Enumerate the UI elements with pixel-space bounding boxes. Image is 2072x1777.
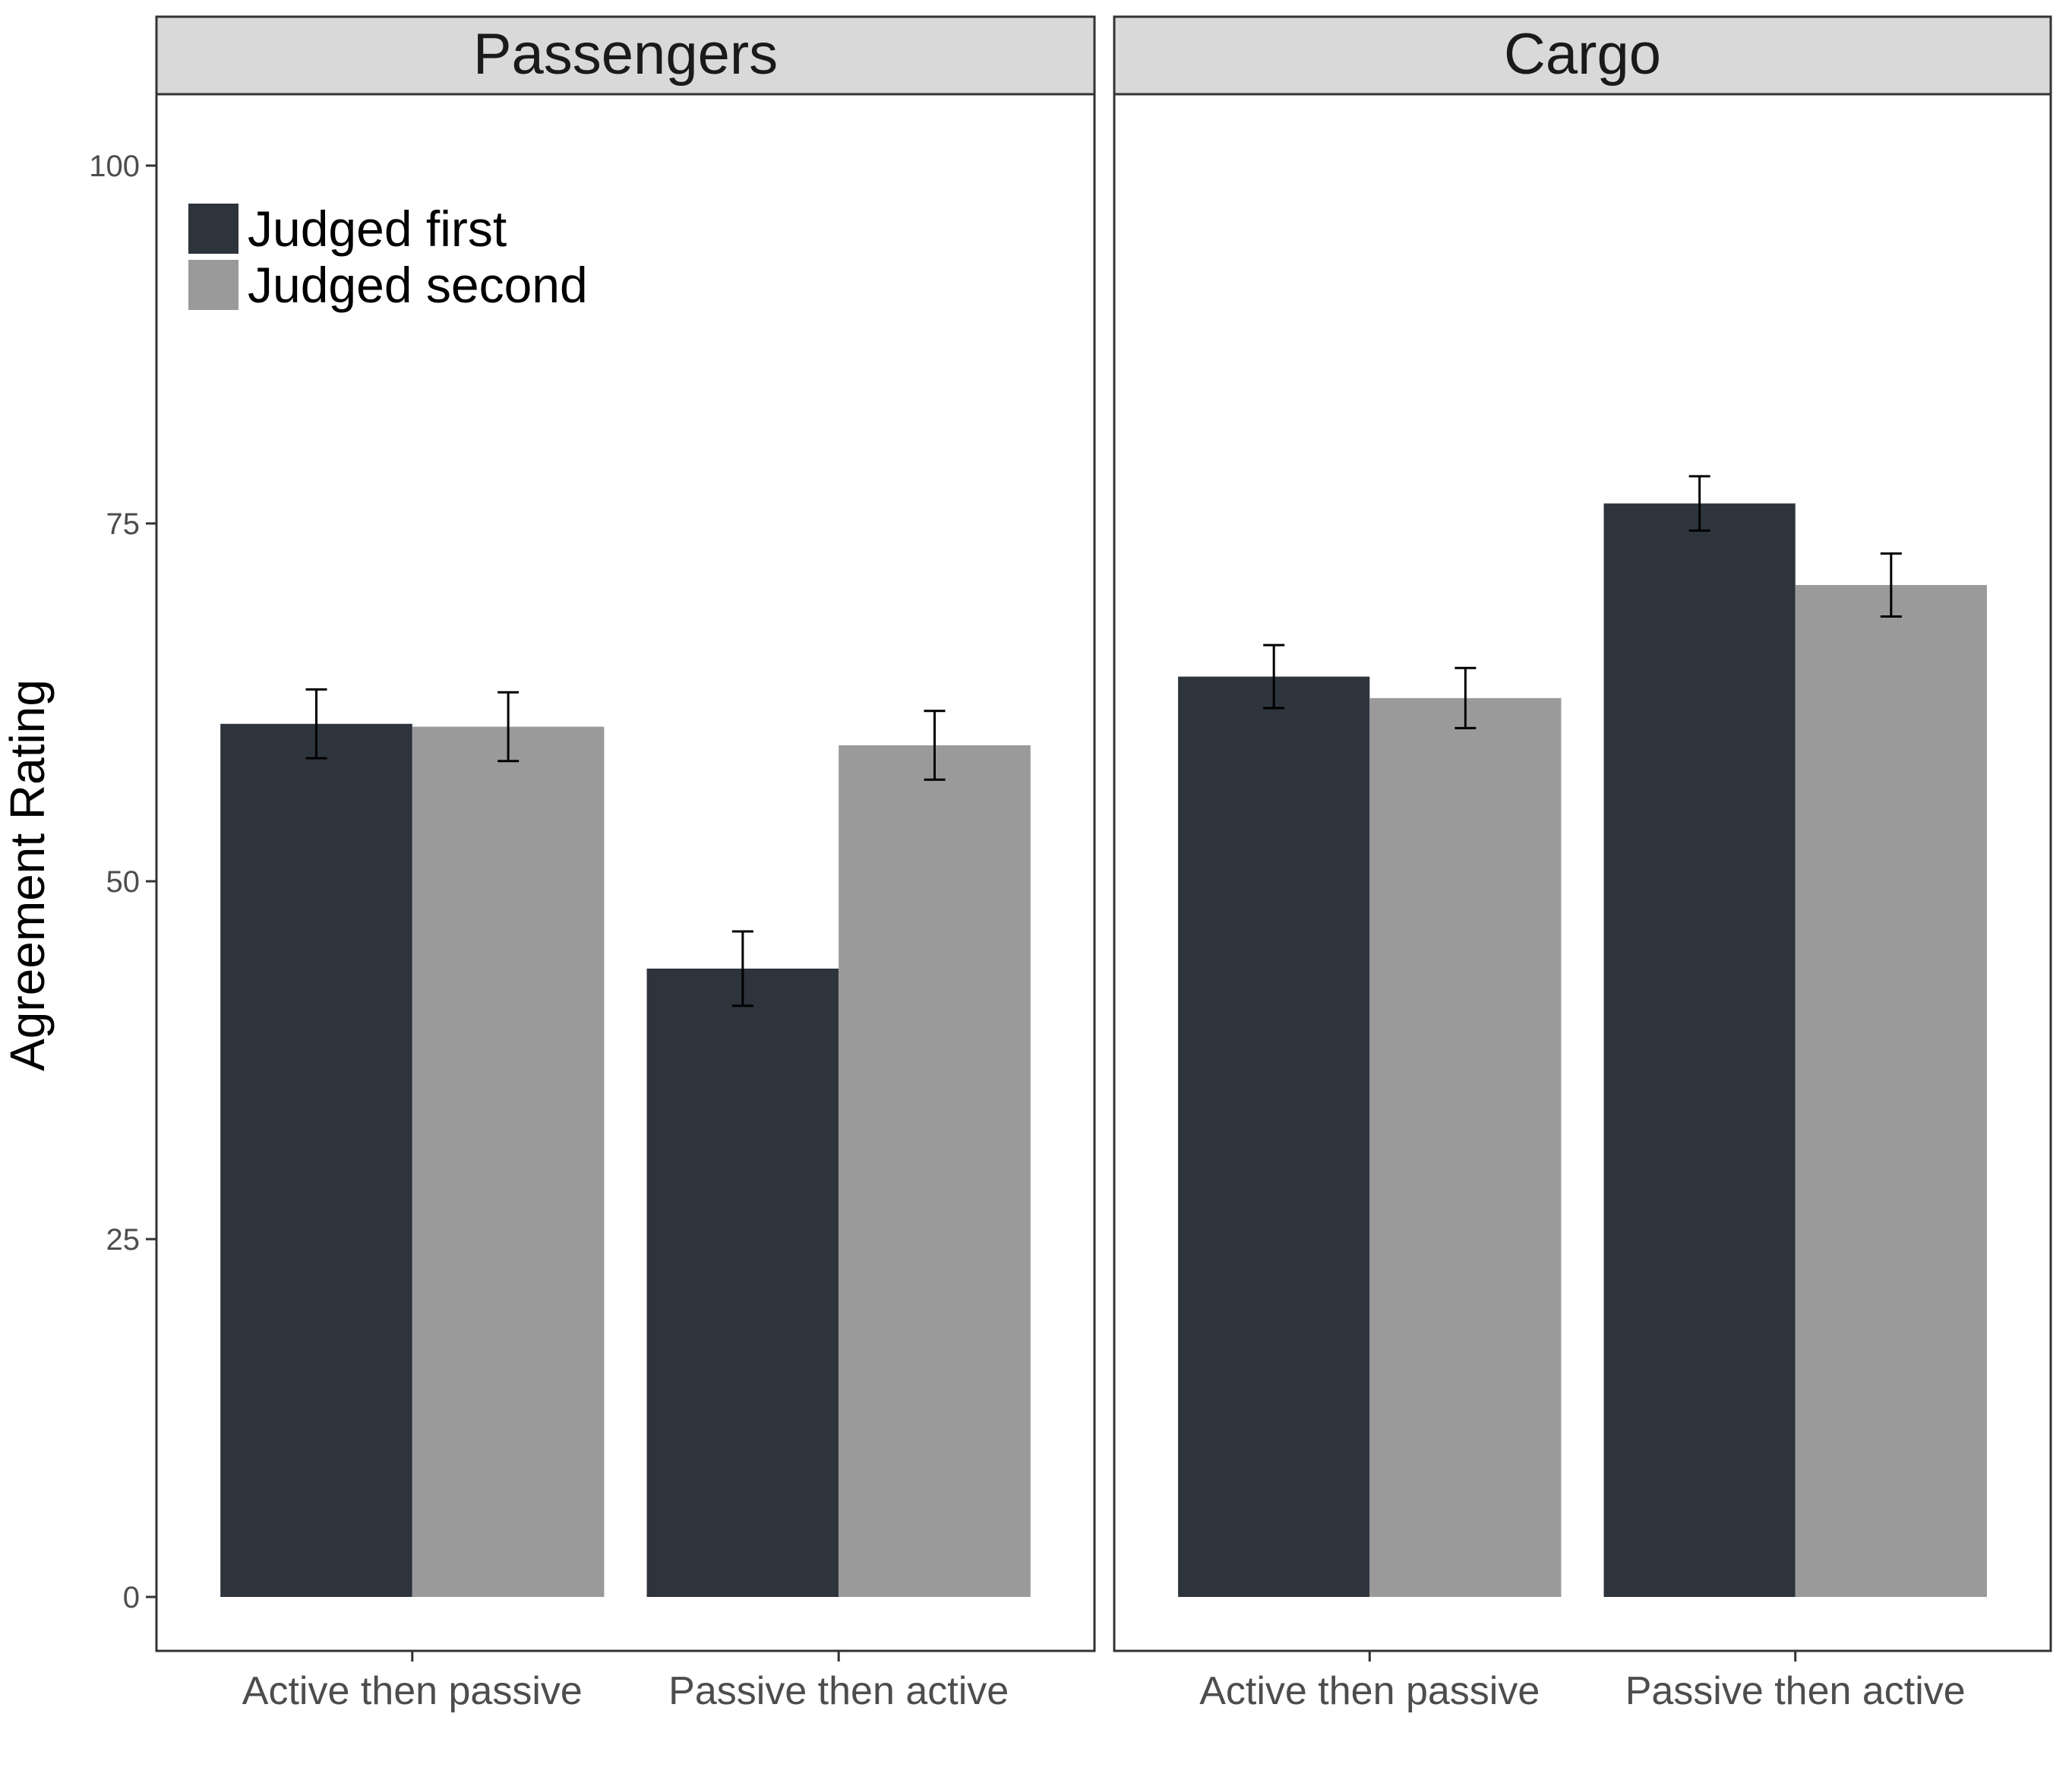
legend-label: Judged first — [248, 201, 507, 257]
legend-item-judged-second: Judged second — [188, 257, 588, 313]
facet-strip — [1113, 15, 2052, 96]
bar-judged-first-active-then-passive — [220, 723, 412, 1597]
facet-title: Passengers — [473, 22, 778, 87]
panel-cargo: Cargo Active then passive Passive then act… — [1113, 15, 2052, 1713]
x-tick-label: Active then passive — [242, 1669, 583, 1713]
panel-passengers: Passengers Active then passive Passive the… — [155, 15, 1096, 1713]
y-axis-label: Agreement Rating — [0, 679, 55, 1071]
facet-title: Cargo — [1504, 22, 1661, 87]
panel-border — [1113, 93, 2052, 1652]
legend-swatch — [188, 204, 238, 254]
facet-strip — [155, 15, 1096, 96]
legend-swatch — [188, 260, 238, 310]
x-tick-label: Passive then active — [668, 1669, 1009, 1713]
bar-judged-second-passive-then-active — [1795, 585, 1987, 1598]
bar-judged-first-passive-then-active — [1603, 503, 1796, 1597]
error-bar — [1263, 643, 1285, 710]
y-tick-label: 0 — [123, 1581, 140, 1614]
error-bar — [1880, 552, 1902, 618]
error-bar — [497, 691, 520, 763]
bar-judged-second-passive-then-active — [839, 745, 1031, 1597]
y-tick-label: 75 — [106, 507, 141, 541]
x-tick-label: Passive then active — [1625, 1669, 1966, 1713]
x-tick-label: Active then passive — [1199, 1669, 1540, 1713]
legend-item-judged-first: Judged first — [188, 201, 507, 257]
error-bar — [731, 930, 753, 1007]
y-tick-label: 100 — [89, 150, 140, 183]
legend-label: Judged second — [248, 257, 588, 313]
bar-judged-first-active-then-passive — [1178, 676, 1370, 1597]
bar-judged-first-passive-then-active — [646, 968, 839, 1597]
bar-judged-second-active-then-passive — [412, 726, 605, 1597]
error-bar — [305, 688, 327, 760]
y-tick-label: 25 — [106, 1223, 141, 1257]
bar-judged-second-active-then-passive — [1369, 697, 1562, 1597]
error-bar — [1688, 475, 1710, 532]
panel-border — [155, 93, 1096, 1652]
error-bar — [1455, 666, 1477, 729]
error-bar — [924, 710, 946, 781]
y-tick-label: 50 — [106, 865, 141, 899]
